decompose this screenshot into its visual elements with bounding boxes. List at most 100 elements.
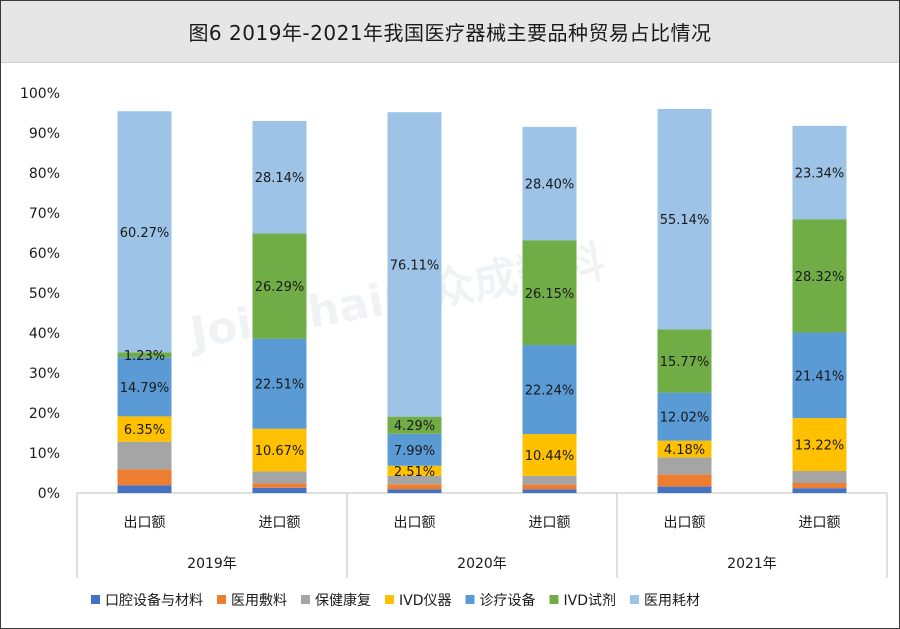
data-label: 15.77% [660, 355, 710, 370]
x-category-label: 进口额 [259, 515, 301, 531]
legend-swatch [630, 595, 639, 604]
data-label: 21.41% [795, 369, 845, 384]
bar-segment [387, 112, 442, 417]
x-group-label: 2021年 [727, 556, 777, 572]
chart-title: 图6 2019年-2021年我国医疗器械主要品种贸易占比情况 [188, 21, 712, 45]
bar-segment [657, 486, 712, 493]
y-tick-label: 70% [29, 206, 60, 222]
bar-segment [522, 484, 577, 490]
legend-label: IVD试剂 [564, 593, 617, 609]
bar-segment [117, 352, 172, 358]
chart-bars [117, 108, 847, 493]
bar-segment [792, 471, 847, 483]
x-group-label: 2020年 [457, 556, 507, 572]
legend-label: 诊疗设备 [480, 592, 536, 609]
data-label: 4.18% [664, 443, 705, 458]
data-label: 55.14% [660, 213, 710, 228]
data-label: 26.29% [255, 280, 305, 295]
y-tick-label: 40% [29, 326, 60, 342]
bar-segment [657, 392, 712, 441]
data-label: 22.51% [255, 378, 305, 393]
y-tick-label: 50% [29, 286, 60, 302]
legend-label: IVD仪器 [399, 593, 452, 609]
data-label: 6.35% [124, 423, 165, 438]
bar-segment [522, 345, 577, 435]
data-label: 26.15% [525, 287, 575, 302]
legend-swatch [465, 595, 475, 604]
bar-segment [117, 485, 172, 493]
bar-segment [657, 474, 712, 487]
y-tick-label: 100% [20, 86, 60, 102]
legend-swatch [217, 595, 226, 604]
bar-segment [387, 465, 442, 476]
bar-segment [657, 108, 712, 330]
bar-segment [252, 338, 307, 429]
bar-segment [792, 125, 847, 220]
y-tick-label: 10% [29, 446, 60, 462]
bar-segment [792, 332, 847, 419]
bar-segment [252, 483, 307, 488]
y-tick-label: 80% [29, 166, 60, 182]
bar-segment [657, 440, 712, 458]
data-label: 28.14% [255, 171, 305, 186]
data-label: 60.27% [120, 226, 170, 241]
legend-swatch [91, 595, 100, 604]
data-label: 22.24% [525, 384, 575, 399]
chart-legend: 口腔设备与材料 医用敷料 保健康复 IVD仪器 诊疗设备 IVD试剂 医用耗材 [91, 592, 700, 609]
legend-swatch [549, 595, 559, 604]
bar-segment [117, 441, 172, 470]
legend-label: 保健康复 [315, 592, 371, 609]
bar-segment [252, 233, 307, 339]
bar-segment [387, 416, 442, 434]
legend-label: 口腔设备与材料 [105, 592, 203, 609]
bar-segment [522, 126, 577, 241]
bar-segment [117, 416, 172, 442]
data-label: 13.22% [795, 439, 845, 454]
data-label: 2.51% [394, 465, 435, 480]
bar-segment [522, 489, 577, 493]
bar-segment [657, 457, 712, 475]
bar-segment [387, 484, 442, 490]
bar-segment [252, 471, 307, 484]
bar-segment [387, 475, 442, 485]
x-category-label: 进口额 [799, 515, 841, 531]
data-label: 10.67% [255, 444, 305, 459]
bar-segment [792, 488, 847, 493]
legend-label: 医用耗材 [644, 593, 700, 609]
x-category-label: 出口额 [664, 515, 706, 531]
x-group-label: 2019年 [187, 556, 237, 572]
bar-segment [252, 120, 307, 234]
y-tick-label: 0% [38, 486, 60, 502]
x-category-label: 进口额 [529, 515, 571, 531]
bar-segment [252, 487, 307, 493]
bar-segment [522, 434, 577, 476]
bar-segment [117, 357, 172, 417]
data-label: 1.23% [124, 349, 165, 364]
chart-axes: 0% 10% 20% 30% 40% 50% 60% 70% 80% 90% 100% 出口额 进口额 出… [20, 86, 888, 578]
data-label: 28.40% [525, 178, 575, 193]
bar-segment [522, 240, 577, 346]
data-label: 7.99% [394, 444, 435, 459]
y-tick-label: 30% [29, 366, 60, 382]
data-label: 4.29% [394, 419, 435, 434]
legend-label: 医用敷料 [231, 593, 287, 609]
x-category-label: 出口额 [394, 515, 436, 531]
data-label: 76.11% [390, 258, 440, 273]
bar-segment [387, 489, 442, 493]
title-bar: 图6 2019年-2021年我国医疗器械主要品种贸易占比情况 [1, 1, 899, 63]
data-label: 12.02% [660, 411, 710, 426]
x-category-label: 出口额 [124, 515, 166, 531]
data-label: 23.34% [795, 167, 845, 182]
y-tick-label: 90% [29, 126, 60, 142]
data-label: 14.79% [120, 381, 170, 396]
chart-data-labels: 6.35% 14.79% 1.23% 60.27% 10.67% 22.51% 26.29%… [120, 167, 845, 480]
bar-segment [792, 418, 847, 471]
bar-segment [387, 433, 442, 466]
bar-segment [117, 469, 172, 486]
bar-segment [522, 475, 577, 485]
bar-segment [657, 329, 712, 393]
bar-segment [117, 111, 172, 353]
data-label: 28.32% [795, 270, 845, 285]
bar-segment [252, 428, 307, 472]
